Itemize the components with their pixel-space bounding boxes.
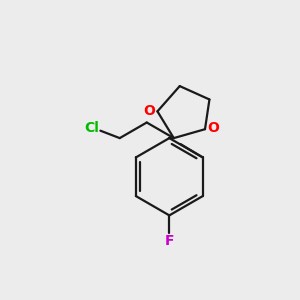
Text: F: F xyxy=(165,234,174,248)
Text: Cl: Cl xyxy=(84,121,99,135)
Text: O: O xyxy=(143,104,155,118)
Text: O: O xyxy=(207,121,219,135)
